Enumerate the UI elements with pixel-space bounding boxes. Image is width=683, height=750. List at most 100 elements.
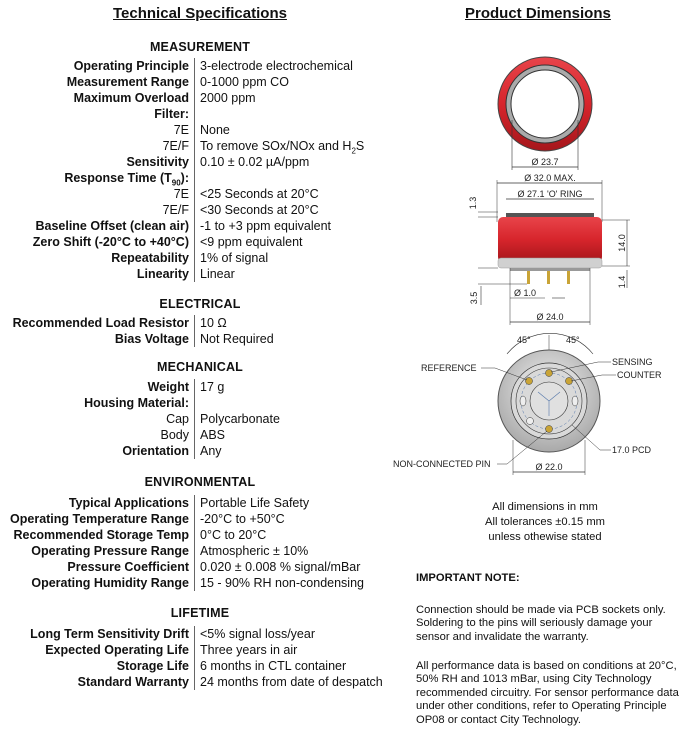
spec-label-text: Filter:: [154, 107, 189, 121]
spec-row: Measurement Range 0-1000 ppm CO: [0, 74, 364, 90]
spec-label-text: Orientation: [122, 444, 189, 458]
spec-value-text: 6 months in CTL container: [200, 659, 347, 673]
spec-value: 15 - 90% RH non-condensing: [194, 575, 364, 591]
subscript: 90: [171, 178, 181, 188]
pin-height-label: 3.5: [469, 292, 479, 305]
spec-value: <25 Seconds at 20°C: [194, 186, 319, 202]
spec-row: Operating Principle 3-electrode electroch…: [0, 58, 364, 74]
product-dimension-drawing: Ø 23.7 Ø 32.0 MAX. Ø 27.1 'O' RING 1.3 1: [393, 56, 662, 475]
spec-value: [194, 106, 203, 122]
spec-label: Operating Humidity Range: [0, 575, 194, 591]
sensing-label: SENSING: [612, 357, 653, 367]
spec-label-text: 7E/F: [162, 203, 189, 217]
spec-label: Expected Operating Life: [0, 642, 194, 658]
section-heading: MEASUREMENT: [149, 40, 251, 54]
spec-label-text: Operating Temperature Range: [10, 512, 189, 526]
oring-diameter-label: Ø 27.1 'O' RING: [518, 189, 583, 199]
spec-value-text: 1% of signal: [200, 251, 269, 265]
top-height-label: 1.3: [468, 197, 478, 210]
spec-row: Operating Pressure Range Atmospheric ± 10…: [0, 543, 364, 559]
spec-value: -1 to +3 ppm equivalent: [194, 218, 331, 234]
spec-label-text: Body: [160, 428, 190, 442]
spec-row: Typical Applications Portable Life Safety: [0, 495, 364, 511]
spec-row: Storage Life 6 months in CTL container: [0, 658, 383, 674]
spec-row: 7E/F <30 Seconds at 20°C: [0, 202, 364, 218]
spec-label-text: 7E: [173, 123, 189, 137]
spec-label: Weight: [0, 379, 194, 395]
spec-value-text: <30 Seconds at 20°C: [200, 203, 319, 217]
spec-label: Operating Principle: [0, 58, 194, 74]
spec-label: Housing Material:: [0, 395, 194, 411]
spec-value: None: [194, 122, 230, 138]
spec-row: Zero Shift (-20°C to +40°C) <9 ppm equiva…: [0, 234, 364, 250]
spec-row: Repeatability 1% of signal: [0, 250, 364, 266]
spec-value-text: Linear: [200, 267, 235, 281]
spec-label-text: Recommended Storage Temp: [13, 528, 189, 542]
spec-label: Baseline Offset (clean air): [0, 218, 194, 234]
spec-label: Orientation: [0, 443, 194, 459]
spec-row: Bias Voltage Not Required: [0, 331, 274, 347]
spec-value-text: Polycarbonate: [200, 412, 280, 426]
spec-label: Typical Applications: [0, 495, 194, 511]
spec-value: [194, 395, 203, 411]
spec-value: 0.020 ± 0.008 % signal/mBar: [194, 559, 360, 575]
spec-label-text: Expected Operating Life: [45, 643, 189, 657]
spec-label-text: Bias Voltage: [114, 332, 189, 346]
spec-label-text: Recommended Load Resistor: [12, 316, 189, 330]
spec-value: <30 Seconds at 20°C: [194, 202, 319, 218]
spec-label-text: Sensitivity: [126, 155, 189, 169]
important-note-heading: IMPORTANT NOTE:: [416, 572, 520, 584]
spec-value-text: <9 ppm equivalent: [200, 235, 303, 249]
spec-label-text: Operating Principle: [73, 59, 189, 73]
spec-value: 6 months in CTL container: [194, 658, 346, 674]
spec-value: -20°C to +50°C: [194, 511, 285, 527]
spec-label-text: Standard Warranty: [77, 675, 189, 689]
spec-value: <9 ppm equivalent: [194, 234, 303, 250]
spec-value: 24 months from date of despatch: [194, 674, 383, 690]
spec-value: Linear: [194, 266, 235, 282]
spec-value-text: 0.10 ± 0.02 µA/ppm: [200, 155, 310, 169]
counter-label: COUNTER: [617, 370, 662, 380]
spec-value-text: 17 g: [200, 380, 225, 394]
spec-value-text: 3-electrode electrochemical: [200, 59, 353, 73]
dimension-note: All dimensions in mm: [492, 501, 598, 513]
spec-row: Baseline Offset (clean air) -1 to +3 ppm …: [0, 218, 364, 234]
technical-specifications-title: Technical Specifications: [113, 5, 287, 22]
spec-label-text: Repeatability: [111, 251, 189, 265]
base-diameter-label: Ø 24.0: [536, 312, 563, 322]
spec-value-text: Three years in air: [200, 643, 298, 657]
spec-value: 0-1000 ppm CO: [194, 74, 289, 90]
spec-value-text: To remove SOx/NOx and H: [200, 139, 352, 153]
spec-row: Cap Polycarbonate: [0, 411, 280, 427]
section-heading: MECHANICAL: [156, 360, 244, 374]
spec-label-text: Operating Humidity Range: [31, 576, 189, 590]
spec-label: Operating Temperature Range: [0, 511, 194, 527]
spec-label-text: Typical Applications: [68, 496, 189, 510]
spec-value: Three years in air: [194, 642, 297, 658]
spec-value: 0.10 ± 0.02 µA/ppm: [194, 154, 309, 170]
non-connected-pin-label: NON-CONNECTED PIN: [393, 459, 491, 469]
top-diameter-label: Ø 23.7: [531, 157, 558, 167]
spec-label: Long Term Sensitivity Drift: [0, 626, 194, 642]
spec-label-text: Measurement Range: [66, 75, 189, 89]
product-dimensions-title: Product Dimensions: [465, 5, 611, 22]
spec-value: ABS: [194, 427, 225, 443]
spec-rows: Weight 17 g Housing Material: Cap Polycarbo…: [0, 379, 280, 459]
spec-value-text: -1 to +3 ppm equivalent: [200, 219, 331, 233]
max-diameter-label: Ø 32.0 MAX.: [524, 173, 576, 183]
spec-row: Long Term Sensitivity Drift <5% signal lo…: [0, 626, 383, 642]
spec-rows: Typical Applications Portable Life Safety…: [0, 495, 364, 591]
spec-label-suffix: ):: [180, 171, 189, 185]
spec-label: Filter:: [0, 106, 194, 122]
spec-label: 7E/F: [0, 202, 194, 218]
spec-value-text: 24 months from date of despatch: [200, 675, 383, 689]
spec-value: 3-electrode electrochemical: [194, 58, 353, 74]
top-view: Ø 23.7: [497, 56, 593, 170]
spec-label: Storage Life: [0, 658, 194, 674]
angle-right-label: 45°: [566, 335, 580, 345]
spec-value: 17 g: [194, 379, 224, 395]
spec-label: Recommended Load Resistor: [0, 315, 194, 331]
spec-label: Repeatability: [0, 250, 194, 266]
spec-label-text: 7E: [173, 187, 189, 201]
spec-row: Response Time (T90):: [0, 170, 364, 188]
